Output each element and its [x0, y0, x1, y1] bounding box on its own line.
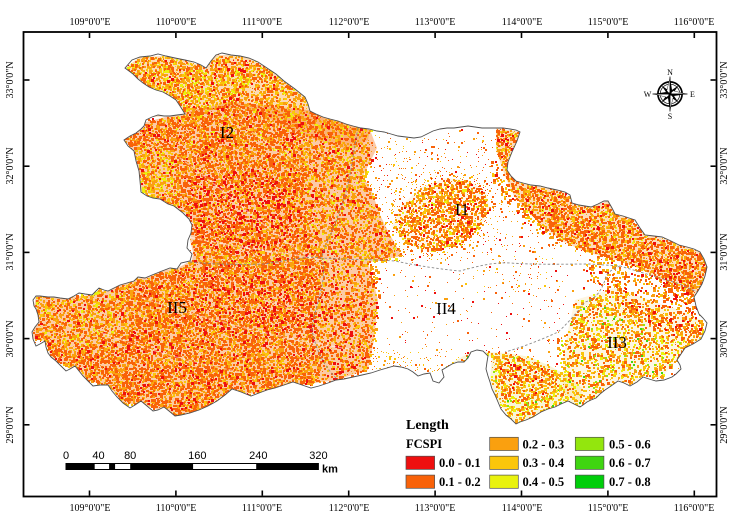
- svg-text:33°0'0"N: 33°0'0"N: [719, 61, 730, 98]
- svg-text:0.5 - 0.6: 0.5 - 0.6: [609, 437, 651, 451]
- svg-text:II5: II5: [167, 298, 187, 317]
- svg-text:114°0'0"E: 114°0'0"E: [502, 503, 543, 514]
- svg-text:32°0'0"N: 32°0'0"N: [5, 147, 16, 184]
- svg-text:0: 0: [63, 450, 69, 462]
- svg-text:40: 40: [92, 450, 104, 462]
- svg-text:Length: Length: [406, 418, 449, 433]
- svg-text:0.0 - 0.1: 0.0 - 0.1: [439, 456, 481, 470]
- svg-text:km: km: [322, 464, 338, 476]
- svg-text:0.6 - 0.7: 0.6 - 0.7: [609, 456, 651, 470]
- svg-text:W: W: [644, 90, 652, 99]
- svg-text:115°0'0"E: 115°0'0"E: [588, 17, 629, 28]
- svg-text:32°0'0"N: 32°0'0"N: [719, 147, 730, 184]
- svg-text:FCSPI: FCSPI: [406, 437, 442, 451]
- svg-text:116°0'0"E: 116°0'0"E: [674, 503, 715, 514]
- svg-text:160: 160: [188, 450, 206, 462]
- svg-text:31°0'0"N: 31°0'0"N: [5, 233, 16, 270]
- svg-text:II3: II3: [607, 333, 627, 352]
- svg-text:115°0'0"E: 115°0'0"E: [588, 503, 629, 514]
- svg-text:I2: I2: [220, 123, 234, 142]
- svg-text:110°0'0"E: 110°0'0"E: [156, 17, 197, 28]
- svg-text:240: 240: [249, 450, 267, 462]
- svg-text:0.1 - 0.2: 0.1 - 0.2: [439, 475, 481, 489]
- svg-text:112°0'0"E: 112°0'0"E: [329, 503, 370, 514]
- svg-text:113°0'0"E: 113°0'0"E: [415, 503, 456, 514]
- svg-text:E: E: [690, 90, 695, 99]
- svg-text:116°0'0"E: 116°0'0"E: [674, 17, 715, 28]
- svg-text:II4: II4: [436, 299, 456, 318]
- svg-text:109°0'0"E: 109°0'0"E: [70, 503, 111, 514]
- svg-text:30°0'0"N: 30°0'0"N: [5, 320, 16, 357]
- svg-text:111°0'0"E: 111°0'0"E: [242, 17, 282, 28]
- svg-text:110°0'0"E: 110°0'0"E: [156, 503, 197, 514]
- svg-text:30°0'0"N: 30°0'0"N: [719, 320, 730, 357]
- svg-text:320: 320: [309, 450, 327, 462]
- svg-text:31°0'0"N: 31°0'0"N: [719, 233, 730, 270]
- svg-text:0.4 - 0.5: 0.4 - 0.5: [523, 475, 565, 489]
- svg-text:N: N: [667, 68, 673, 77]
- svg-text:29°0'0"N: 29°0'0"N: [719, 406, 730, 443]
- svg-text:0.3 - 0.4: 0.3 - 0.4: [523, 456, 565, 470]
- svg-text:I1: I1: [455, 200, 469, 219]
- svg-text:33°0'0"N: 33°0'0"N: [5, 61, 16, 98]
- svg-text:109°0'0"E: 109°0'0"E: [70, 17, 111, 28]
- svg-text:S: S: [668, 112, 672, 121]
- svg-text:112°0'0"E: 112°0'0"E: [329, 17, 370, 28]
- svg-text:0.7 - 0.8: 0.7 - 0.8: [609, 475, 651, 489]
- svg-text:114°0'0"E: 114°0'0"E: [502, 17, 543, 28]
- svg-text:80: 80: [124, 450, 136, 462]
- svg-text:29°0'0"N: 29°0'0"N: [5, 406, 16, 443]
- svg-text:0.2 - 0.3: 0.2 - 0.3: [523, 437, 565, 451]
- svg-text:113°0'0"E: 113°0'0"E: [415, 17, 456, 28]
- svg-text:111°0'0"E: 111°0'0"E: [242, 503, 282, 514]
